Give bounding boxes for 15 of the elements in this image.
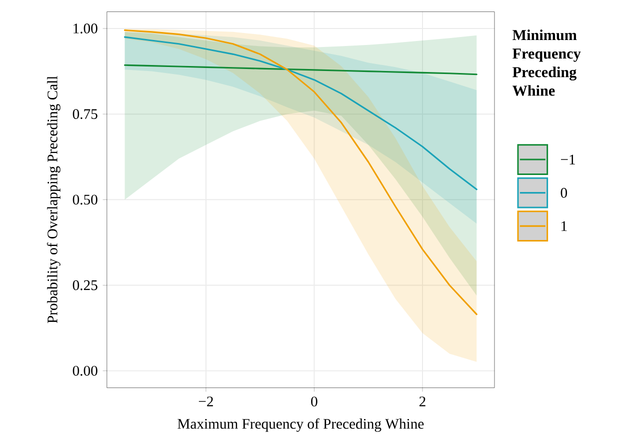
y-tick-label: 0.25 — [72, 280, 98, 290]
x-tick-label: 2 — [419, 396, 426, 406]
line-series — [124, 36, 478, 190]
y-tick-label: 0.00 — [72, 366, 98, 376]
y-axis-title: Probability of Overlapping Preceding Call — [46, 76, 60, 323]
legend-title: Minimum Frequency Preceding Whine — [512, 29, 581, 96]
x-axis-title: Maximum Frequency of Preceding Whine — [178, 418, 424, 432]
y-tick-label: 1.00 — [74, 23, 98, 34]
legend-label: 0 — [560, 188, 568, 198]
y-tick-label: 0.75 — [72, 108, 98, 119]
x-tick-label: −2 — [198, 396, 213, 406]
legend-label: 1 — [562, 221, 567, 231]
y-tick-label: 0.50 — [72, 194, 98, 204]
x-tick-label: 0 — [311, 396, 318, 406]
legend-label: −1 — [560, 154, 575, 164]
